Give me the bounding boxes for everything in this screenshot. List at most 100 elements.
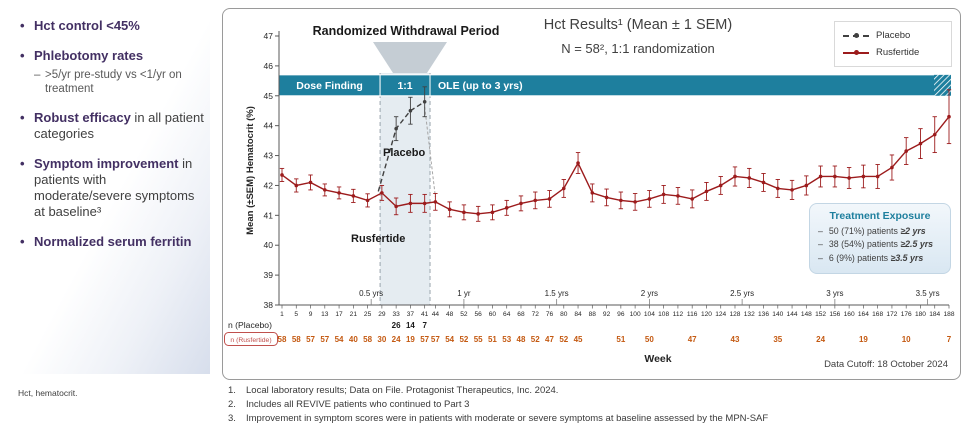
svg-text:Dose Finding: Dose Finding <box>296 80 363 92</box>
svg-text:1:1: 1:1 <box>397 80 412 92</box>
key-points-sidebar: Hct control <45% Phlebotomy rates >5/yr … <box>10 8 210 374</box>
svg-text:47: 47 <box>688 335 697 344</box>
svg-text:64: 64 <box>503 311 511 318</box>
svg-text:24: 24 <box>392 335 401 344</box>
svg-text:116: 116 <box>687 311 698 318</box>
footnote-3: 3. Improvement in symptom scores were in … <box>228 412 968 426</box>
exposure-text-em: ≥2.5 yrs <box>900 239 934 250</box>
svg-text:156: 156 <box>829 311 840 318</box>
svg-text:57: 57 <box>306 335 315 344</box>
withdrawal-period-label: Randomized Withdrawal Period <box>312 24 500 38</box>
svg-text:48: 48 <box>446 311 454 318</box>
svg-text:19: 19 <box>406 335 415 344</box>
footnotes: 1. Local laboratory results; Data on File… <box>228 384 968 425</box>
svg-text:19: 19 <box>859 335 868 344</box>
svg-text:33: 33 <box>392 311 400 318</box>
key-point-hct-control: Hct control <45% <box>20 18 206 34</box>
key-point-ferritin: Normalized serum ferritin <box>20 234 206 250</box>
svg-text:172: 172 <box>886 311 897 318</box>
svg-text:2.5 yrs: 2.5 yrs <box>730 289 754 298</box>
svg-text:58: 58 <box>292 335 301 344</box>
exposure-title: Treatment Exposure <box>829 210 931 222</box>
svg-text:51: 51 <box>616 335 625 344</box>
svg-text:148: 148 <box>801 311 812 318</box>
exposure-item: – 38 (54%) patients ≥2.5 yrs <box>818 239 942 250</box>
svg-text:84: 84 <box>574 311 582 318</box>
svg-text:176: 176 <box>901 311 912 318</box>
svg-text:21: 21 <box>350 311 358 318</box>
svg-text:48: 48 <box>517 335 526 344</box>
svg-text:52: 52 <box>531 335 540 344</box>
legend-label-rusfertide: Rusfertide <box>876 47 920 58</box>
svg-text:76: 76 <box>546 311 554 318</box>
key-point-phlebotomy: Phlebotomy rates >5/yr pre-study vs <1/y… <box>20 48 206 97</box>
exposure-text-plain: 50 (71%) patients <box>828 226 901 236</box>
svg-text:58: 58 <box>363 335 372 344</box>
svg-text:44: 44 <box>264 121 274 131</box>
rusfertide-line-icon <box>843 50 869 55</box>
placebo-marker-icon <box>853 33 859 38</box>
placebo-line-icon <box>843 33 869 38</box>
key-point-bold: Robust efficacy <box>34 110 131 126</box>
svg-text:51: 51 <box>488 335 497 344</box>
svg-text:42: 42 <box>264 180 274 190</box>
placebo-annotation: Placebo <box>383 147 426 159</box>
chart-title: Hct Results¹ (Mean ± 1 SEM) <box>543 17 733 33</box>
svg-text:3 yrs: 3 yrs <box>826 289 843 298</box>
rusfertide-marker-icon <box>853 50 859 55</box>
exposure-text: 50 (71%) patients ≥2 yrs <box>829 226 926 237</box>
key-point-bold: Normalized serum ferritin <box>34 233 192 249</box>
svg-text:14: 14 <box>406 321 415 330</box>
footnote-text: Local laboratory results; Data on File. … <box>246 385 559 396</box>
svg-text:44: 44 <box>432 311 440 318</box>
svg-text:88: 88 <box>589 311 597 318</box>
key-point-rest: in patients with moderate/severe symptom… <box>34 156 195 219</box>
legend-item-placebo: Placebo <box>843 27 943 44</box>
abbreviation-note: Hct, hematocrit. <box>18 388 78 398</box>
svg-text:17: 17 <box>335 311 343 318</box>
chart-legend: Placebo Rusfertide <box>834 21 952 67</box>
svg-text:92: 92 <box>603 311 611 318</box>
key-point-subitem: >5/yr pre-study vs <1/yr on treatment <box>34 68 186 97</box>
exposure-text-em: ≥2 yrs <box>900 226 926 236</box>
svg-text:128: 128 <box>729 311 740 318</box>
svg-text:40: 40 <box>264 240 274 250</box>
svg-text:10: 10 <box>902 335 911 344</box>
svg-text:47: 47 <box>264 31 274 41</box>
svg-text:132: 132 <box>744 311 755 318</box>
exposure-item: – 6 (9%) patients ≥3.5 yrs <box>818 253 942 264</box>
footnote-2: 2. Includes all REVIVE patients who conti… <box>228 398 968 412</box>
data-cutoff-note: Data Cutoff: 18 October 2024 <box>824 359 948 370</box>
exposure-text: 38 (54%) patients ≥2.5 yrs <box>829 239 933 250</box>
svg-text:35: 35 <box>773 335 782 344</box>
svg-text:160: 160 <box>844 311 855 318</box>
svg-text:96: 96 <box>617 311 625 318</box>
dash-marker: – <box>818 239 823 250</box>
svg-text:0.5 yrs: 0.5 yrs <box>359 289 383 298</box>
svg-text:104: 104 <box>644 311 655 318</box>
legend-item-rusfertide: Rusfertide <box>843 44 943 61</box>
svg-text:39: 39 <box>264 270 274 280</box>
svg-text:47: 47 <box>545 335 554 344</box>
svg-text:184: 184 <box>929 311 940 318</box>
svg-text:25: 25 <box>364 311 372 318</box>
dash-marker: – <box>818 252 823 263</box>
svg-text:7: 7 <box>422 321 427 330</box>
svg-text:n (Rusfertide): n (Rusfertide) <box>230 337 271 344</box>
svg-text:38: 38 <box>264 300 274 310</box>
svg-text:24: 24 <box>816 335 825 344</box>
svg-text:152: 152 <box>815 311 826 318</box>
svg-text:57: 57 <box>431 335 440 344</box>
svg-text:108: 108 <box>658 311 669 318</box>
chart-subtitle: N = 58², 1:1 randomization <box>561 41 715 56</box>
key-point-rest: in all patient categories <box>34 110 204 142</box>
svg-text:140: 140 <box>772 311 783 318</box>
svg-text:41: 41 <box>421 311 429 318</box>
key-point-bold: Phlebotomy rates <box>34 47 144 63</box>
exposure-text-plain: 38 (54%) patients <box>828 239 901 250</box>
svg-text:7: 7 <box>947 335 952 344</box>
svg-text:1: 1 <box>280 311 284 318</box>
key-point-efficacy: Robust efficacy in all patient categorie… <box>20 110 206 142</box>
exposure-text-plain: 6 (9%) patients <box>828 252 891 263</box>
svg-text:13: 13 <box>321 311 329 318</box>
